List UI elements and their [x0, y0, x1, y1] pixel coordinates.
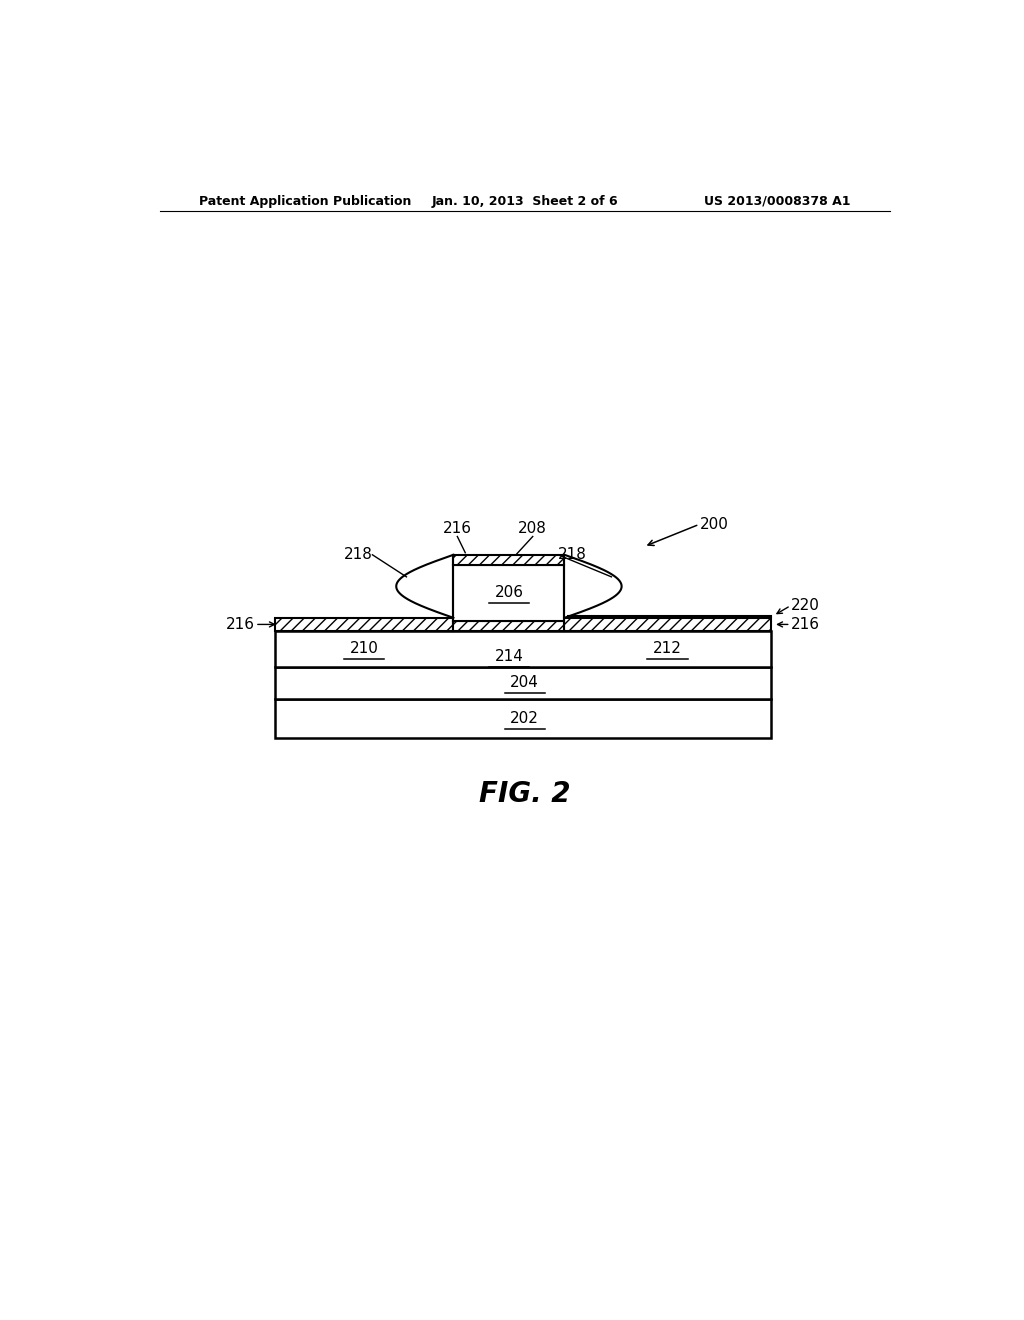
Text: 204: 204 [510, 676, 540, 690]
Text: 212: 212 [653, 642, 682, 656]
Bar [454, 565, 564, 620]
Bar [454, 554, 564, 565]
Text: Jan. 10, 2013  Sheet 2 of 6: Jan. 10, 2013 Sheet 2 of 6 [431, 194, 618, 207]
Text: 210: 210 [349, 642, 379, 656]
Text: 220: 220 [791, 598, 819, 612]
Bar [274, 631, 771, 667]
Text: 218: 218 [344, 548, 373, 562]
Text: 214: 214 [495, 649, 523, 664]
Text: 218: 218 [558, 548, 587, 562]
Bar [274, 700, 771, 738]
Text: 206: 206 [495, 585, 523, 601]
Bar [564, 618, 771, 631]
Bar [454, 620, 564, 631]
Text: FIG. 2: FIG. 2 [479, 780, 570, 808]
Text: 216: 216 [791, 616, 819, 632]
Text: 202: 202 [510, 711, 540, 726]
Text: 216: 216 [442, 521, 472, 536]
Text: US 2013/0008378 A1: US 2013/0008378 A1 [703, 194, 850, 207]
Bar [274, 667, 771, 700]
Text: 208: 208 [518, 521, 547, 536]
Text: Patent Application Publication: Patent Application Publication [200, 194, 412, 207]
Bar [274, 618, 454, 631]
Text: 216: 216 [226, 616, 255, 632]
Text: 200: 200 [699, 517, 728, 532]
